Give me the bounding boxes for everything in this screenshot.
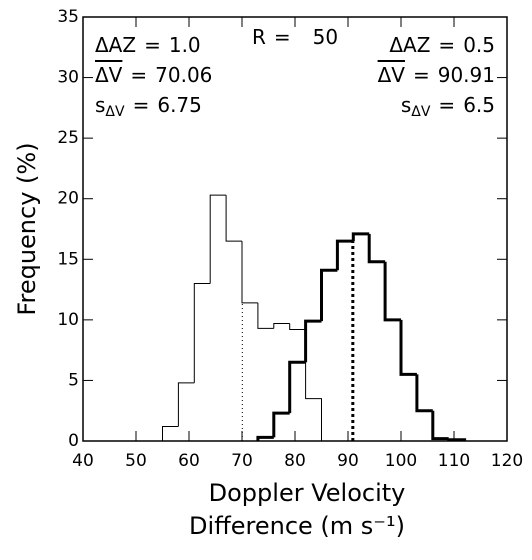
x-tick-label: 120 [491,451,523,471]
stat-delta-az: ΔAZ = 1.0 [95,33,201,57]
x-tick-label: 70 [231,451,253,471]
stat-delta-az-part: 1.0 [169,33,201,57]
y-tick-label: 0 [68,431,79,451]
stat-std-part: ΔV [411,104,431,120]
y-axis-label: Frequency (%) [13,142,41,315]
stat-mean: ΔV = 90.91 [378,63,495,87]
x-tick-label: 60 [178,451,200,471]
stat-mean-part: 70.06 [155,63,212,87]
histogram-step [304,319,322,363]
histogram-step [367,233,386,264]
histogram-step [383,261,401,322]
stat-std: sΔV = 6.5 [401,93,495,121]
stat-delta-az: ΔAZ = 0.5 [389,33,495,57]
stat-delta-az-part: = [144,33,161,57]
histogram-step [273,322,290,329]
x-tick-label: 110 [438,451,470,471]
histogram-step [257,302,274,329]
histogram-step [193,283,211,383]
histogram-step [305,329,322,441]
stat-std-part: = [133,93,150,117]
y-tick-label: 35 [57,7,79,27]
x-tick-label: 100 [385,451,417,471]
histogram-step [335,239,354,271]
range-value: 50 [313,25,338,49]
y-tick-label: 10 [57,310,79,330]
y-tick-label: 15 [57,249,79,269]
y-tick-label: 20 [57,189,79,209]
histogram-step [320,268,338,322]
histogram-step [415,374,433,413]
stat-mean-part: ΔV [95,63,123,87]
histogram-step [241,241,258,304]
y-tick-label: 25 [57,128,79,148]
stat-mean-part: = [413,63,430,87]
x-tick-label: 80 [284,451,306,471]
histogram-step [209,194,227,284]
histogram-step [162,425,179,441]
stat-delta-az-part: ΔAZ [95,33,136,57]
stat-delta-az-part: ΔAZ [389,33,430,57]
stat-std: sΔV = 6.75 [95,93,202,121]
stat-std-part: = [438,93,455,117]
range-equals: = [274,25,291,49]
stat-std-part: 6.5 [463,93,495,117]
stat-mean-part: ΔV [378,63,406,87]
histogram-step [289,323,306,331]
histogram-step [225,195,242,242]
y-tick-label: 5 [68,370,79,390]
histogram-step [447,438,467,442]
range-annotation: R = 50 [252,25,338,49]
histogram-step [256,435,274,441]
stat-mean: ΔV = 70.06 [95,63,212,87]
stat-std-part: ΔV [105,104,125,120]
stat-std-part: s [401,93,411,117]
stat-delta-az-part: = [438,33,455,57]
x-tick-label: 90 [337,451,359,471]
histogram-step [351,232,370,242]
histogram-step [399,319,417,376]
x-tick-label: 40 [72,451,94,471]
stat-mean-part: = [130,63,147,87]
y-tick-label: 30 [57,68,79,88]
stat-std-part: s [95,93,105,117]
x-axis-label: Doppler Velocity [209,479,406,507]
histogram-step [272,411,290,438]
x-tick-label: 50 [125,451,147,471]
stat-delta-az-part: 0.5 [463,33,495,57]
histogram-step [288,360,306,414]
stat-std-part: 6.75 [157,93,202,117]
histogram-step [431,410,449,441]
range-name: R [252,25,266,49]
x-axis-label: Difference (m s⁻¹) [189,512,405,540]
histogram-step [177,382,195,427]
stat-mean-part: 90.91 [438,63,495,87]
